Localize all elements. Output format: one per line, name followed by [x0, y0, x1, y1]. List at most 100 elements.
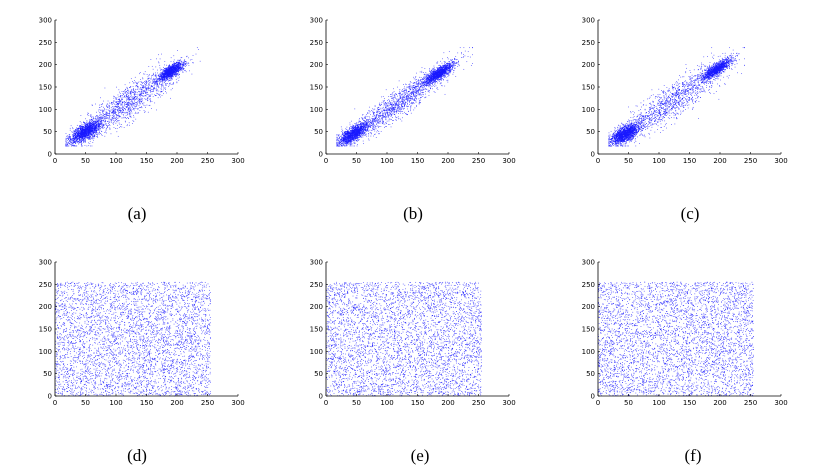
data-point [73, 131, 74, 133]
data-point [136, 97, 137, 99]
data-point [95, 124, 97, 126]
data-point [149, 99, 151, 101]
data-point [128, 103, 129, 105]
data-point [124, 111, 126, 113]
data-point [72, 135, 73, 137]
data-point [174, 71, 175, 73]
data-point [137, 88, 139, 90]
data-point [168, 80, 169, 82]
data-point [148, 88, 150, 90]
data-point [170, 71, 171, 73]
data-point [150, 100, 152, 102]
data-point [149, 98, 151, 99]
data-point [84, 141, 86, 143]
data-point [101, 106, 103, 107]
data-point [175, 75, 177, 77]
data-point [155, 76, 157, 78]
data-point [107, 100, 109, 102]
data-point [171, 71, 173, 73]
data-point [93, 128, 95, 129]
data-point [135, 92, 137, 93]
data-point [117, 114, 119, 116]
data-point [152, 89, 154, 90]
data-point [87, 135, 89, 137]
data-point [100, 133, 101, 134]
data-point [130, 115, 132, 117]
data-point [134, 92, 136, 94]
data-point [162, 76, 164, 78]
data-point [174, 62, 176, 64]
data-point [128, 98, 129, 100]
data-point [75, 136, 76, 138]
data-point [100, 97, 101, 99]
data-point [115, 105, 116, 107]
data-point [147, 100, 149, 102]
data-point [73, 138, 75, 140]
x-tick-label: 200 [170, 157, 183, 165]
data-point [67, 144, 68, 146]
data-point [96, 111, 97, 113]
data-point [95, 127, 97, 129]
data-point [173, 73, 174, 74]
data-point [153, 84, 155, 86]
data-point [102, 111, 103, 113]
data-point [361, 128, 363, 130]
data-point [92, 121, 94, 123]
data-point [121, 117, 123, 119]
data-point [83, 136, 85, 138]
data-point [119, 98, 120, 100]
data-point [113, 97, 115, 99]
data-point [86, 121, 88, 123]
data-point [82, 137, 83, 139]
data-point [172, 83, 173, 85]
data-point [343, 143, 344, 144]
data-point [160, 81, 161, 83]
data-point [69, 134, 71, 135]
data-point [162, 74, 163, 76]
data-point [176, 73, 178, 75]
data-point [155, 72, 156, 74]
data-point [84, 132, 86, 133]
data-point [93, 132, 95, 133]
data-point [80, 136, 82, 138]
data-point [133, 103, 135, 105]
data-point [177, 67, 179, 69]
data-point [151, 88, 152, 90]
data-point [101, 109, 103, 111]
data-point [173, 68, 175, 70]
data-point [74, 130, 76, 131]
data-point [78, 130, 79, 132]
data-point [176, 71, 177, 73]
data-point [184, 69, 185, 71]
data-point [127, 105, 129, 106]
data-point [79, 136, 81, 138]
data-point [94, 123, 96, 125]
data-point [134, 103, 136, 105]
data-point [113, 114, 115, 116]
data-point [77, 133, 79, 134]
data-point [79, 139, 81, 141]
data-point [91, 125, 93, 126]
data-point [127, 114, 128, 116]
data-point [120, 104, 122, 106]
data-point [83, 138, 84, 140]
data-point [66, 143, 68, 145]
data-point [81, 131, 82, 132]
data-point [91, 104, 93, 106]
data-point [183, 62, 184, 63]
data-point [85, 127, 87, 129]
data-point [342, 133, 344, 135]
data-point [82, 134, 84, 136]
data-point [68, 145, 70, 147]
data-point [125, 100, 127, 102]
data-point [163, 81, 165, 83]
data-point [91, 115, 92, 117]
data-point [75, 139, 77, 141]
data-point [344, 132, 345, 134]
data-point [178, 66, 180, 68]
data-point [168, 71, 170, 73]
data-point [80, 115, 82, 116]
data-point [184, 64, 186, 66]
data-points [65, 47, 201, 147]
data-point [80, 133, 81, 135]
